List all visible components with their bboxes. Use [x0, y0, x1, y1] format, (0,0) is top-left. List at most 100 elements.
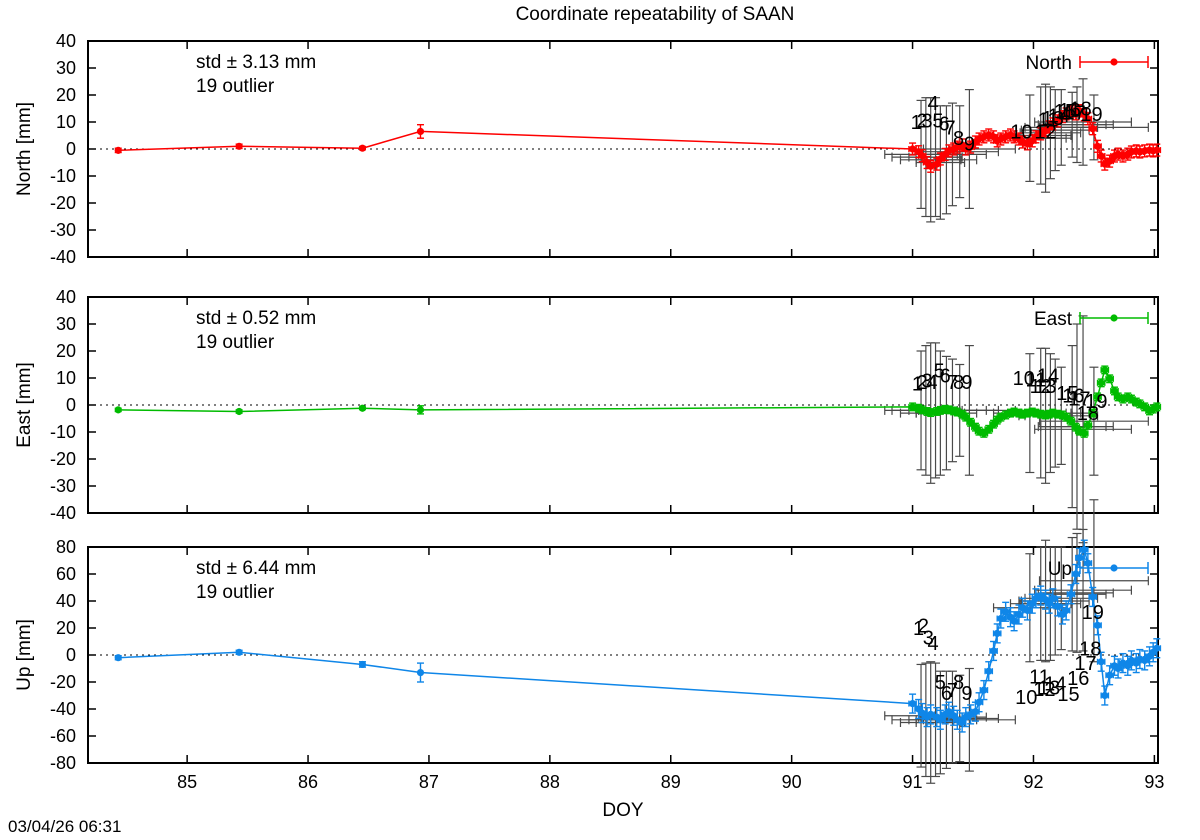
y-tick-label: -20: [50, 193, 76, 213]
x-tick-label: 89: [661, 772, 681, 792]
std-annotation: std ± 0.52 mm: [196, 308, 316, 329]
y-tick-label: -30: [50, 476, 76, 496]
outlier-number: 7: [944, 117, 955, 139]
data-point: [1023, 606, 1032, 615]
data-point: [358, 404, 367, 412]
outlier-number: 8: [953, 372, 964, 394]
outlier-number: 15: [1054, 101, 1076, 123]
outlier-number: 15: [1057, 684, 1079, 706]
outlier-number: 5: [935, 672, 946, 694]
data-point: [1002, 608, 1010, 616]
outlier-number: 14: [1044, 673, 1066, 695]
outlier-number: 9: [961, 372, 972, 394]
y-tick-label: 0: [66, 645, 76, 665]
x-tick-label: 93: [1144, 772, 1164, 792]
outlier-number: 11: [1029, 667, 1050, 689]
y-tick-label: 20: [56, 618, 76, 638]
y-tick-label: -10: [50, 166, 76, 186]
outlier-crosses: [884, 315, 1149, 544]
data-point: [235, 142, 243, 150]
outlier-number: 8: [953, 672, 964, 694]
series-points: [114, 365, 1162, 438]
data-point: [1106, 671, 1114, 679]
outlier-number: 6: [938, 113, 949, 135]
outlier-number: 7: [947, 680, 958, 702]
outlier-number: 5: [934, 361, 945, 383]
outlier-number: 4: [928, 93, 939, 115]
std-annotation: std ± 6.44 mm: [196, 558, 316, 579]
y-tick-label: -20: [50, 449, 76, 469]
data-point: [1089, 409, 1097, 417]
series-points: [114, 539, 1162, 733]
legend-label: Up: [1048, 559, 1072, 580]
outlier-number: 3: [923, 627, 934, 649]
y-tick-label: 40: [56, 287, 76, 307]
y-tick-label: 0: [66, 139, 76, 159]
data-point: [918, 152, 926, 160]
data-point: [1015, 610, 1023, 619]
outlier-number: 8: [953, 128, 964, 150]
data-point: [1114, 664, 1122, 673]
data-point: [1075, 554, 1084, 562]
legend-marker: [1110, 564, 1118, 572]
data-point: [235, 407, 243, 416]
data-point: [1101, 366, 1109, 374]
y-tick-label: -40: [50, 247, 76, 267]
data-point: [358, 660, 367, 669]
outlier-count-annotation: 19 outlier: [196, 332, 275, 353]
y-tick-label: -40: [50, 503, 76, 523]
data-point: [1093, 142, 1102, 150]
data-point: [1084, 559, 1092, 567]
y-tick-label: 10: [56, 368, 76, 388]
y-tick-label: 30: [56, 314, 76, 334]
data-point: [1072, 570, 1080, 578]
outlier-number: 10: [1013, 368, 1035, 390]
x-tick-label: 92: [1023, 772, 1043, 792]
data-point: [1080, 546, 1088, 554]
outlier-number: 1: [912, 373, 923, 395]
outlier-number: 12: [1034, 121, 1056, 143]
data-point: [416, 127, 425, 136]
outlier-number: 14: [1048, 105, 1070, 127]
y-tick-label: -80: [50, 753, 76, 773]
outlier-number: 13: [1034, 376, 1056, 398]
y-tick-label: 60: [56, 564, 76, 584]
outlier-number: 12: [1030, 376, 1052, 398]
data-point: [971, 708, 980, 716]
data-point: [975, 698, 983, 706]
outlier-number: 7: [947, 372, 958, 394]
y-axis-label: North [mm]: [14, 102, 35, 196]
y-tick-label: 20: [56, 85, 76, 105]
data-point: [1089, 593, 1097, 601]
x-tick-label: 90: [782, 772, 802, 792]
x-axis-label: DOY: [602, 800, 644, 821]
outlier-number: 14: [1037, 365, 1059, 387]
chart-title: Coordinate repeatability of SAAN: [516, 4, 795, 25]
data-point: [989, 647, 998, 655]
outlier-count-annotation: 19 outlier: [196, 582, 275, 603]
outlier-number: 9: [964, 134, 975, 156]
data-point: [114, 406, 122, 414]
legend-east: East: [1034, 309, 1149, 330]
outlier-number: 1: [913, 618, 924, 640]
outlier-number: 17: [1074, 653, 1096, 675]
legend-north: North: [1026, 53, 1149, 74]
series-points: [114, 104, 1162, 173]
outlier-number: 3: [922, 371, 933, 393]
y-tick-label: 10: [56, 112, 76, 132]
data-point: [358, 144, 367, 152]
y-tick-label: 30: [56, 58, 76, 78]
outlier-number: 2: [918, 615, 929, 637]
std-annotation: std ± 3.13 mm: [196, 52, 316, 73]
data-point: [1097, 379, 1105, 387]
outlier-number: 11: [1026, 370, 1047, 392]
data-point: [114, 146, 122, 154]
data-point: [416, 668, 425, 677]
outlier-number: 4: [928, 633, 939, 655]
